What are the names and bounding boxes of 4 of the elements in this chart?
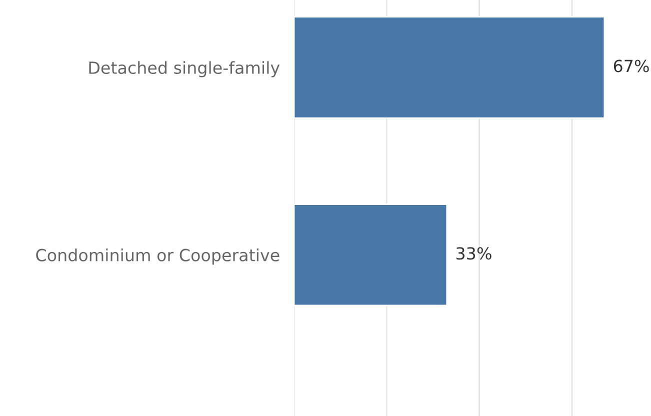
data-label: 67% <box>614 60 649 72</box>
data-label: 33% <box>456 247 492 260</box>
y-tick-label: Detached single-family <box>89 61 280 78</box>
y-tick-label: Condominium or Cooperative <box>36 248 280 265</box>
